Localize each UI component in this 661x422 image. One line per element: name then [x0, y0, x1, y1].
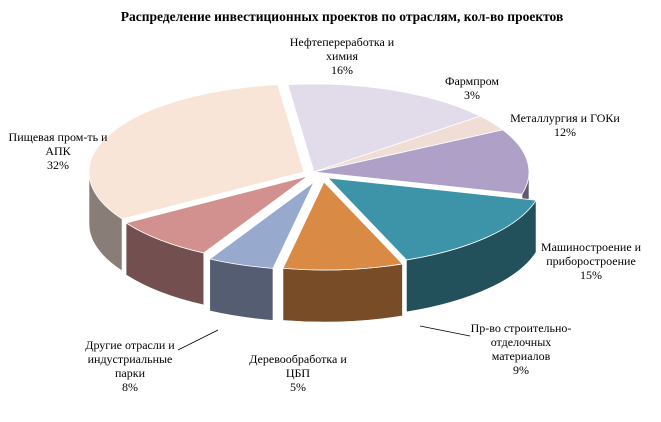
pie-slice-drugie — [125, 175, 309, 254]
pie-slice-neft — [287, 83, 482, 173]
slice-name-farm: Фармпром — [445, 74, 499, 88]
slice-name-mash: Машиностроение и — [541, 240, 642, 254]
slice-value-neft: 16% — [331, 63, 353, 77]
slice-labels: Нефтепереработка и химия 16% Фармпром 3% Мета… — [9, 35, 642, 394]
slice-name-neft: химия — [326, 49, 358, 63]
slice-label-derevo: Деревообработка и ЦБП 5% — [249, 352, 347, 394]
slice-name-stroy: материалов — [492, 349, 551, 363]
slice-name-drugie: Другие отрасли и — [85, 338, 175, 352]
slice-value-metal: 12% — [554, 125, 576, 139]
pie-side-stroy — [282, 263, 403, 323]
slice-label-neft: Нефтепереработка и химия 16% — [290, 35, 395, 77]
pie-side-derevo — [209, 258, 274, 321]
slice-name-stroy: Пр-во строительно- — [471, 321, 572, 335]
slice-label-stroy: Пр-во строительно-отделочных материалов 9% — [471, 321, 572, 377]
slice-name-drugie: индустриальные — [88, 352, 173, 366]
slice-label-mash: Машиностроение и приборостроение 15% — [541, 240, 642, 282]
slice-label-pish: Пищевая пром-ть и АПК 32% — [9, 130, 109, 172]
slice-name-mash: приборостроение — [546, 254, 636, 268]
pie-slice-pish — [88, 84, 305, 220]
slice-name-derevo: Деревообработка и — [249, 352, 347, 366]
slice-name-derevo: ЦБП — [286, 366, 311, 380]
slice-name-neft: Нефтепереработка и — [290, 35, 395, 49]
pie-slice-mash — [326, 177, 537, 261]
slice-value-drugie: 8% — [122, 380, 138, 394]
slice-label-drugie: Другие отрасли и индустриальные парки 8% — [85, 338, 175, 394]
chart-title: Распределение инвестиционных проектов по… — [121, 9, 564, 24]
leader-lines — [177, 325, 471, 351]
slice-label-metal: Металлургия и ГОКи 12% — [510, 111, 620, 139]
slice-value-pish: 32% — [47, 158, 69, 172]
slice-name-stroy: отделочных — [491, 335, 552, 349]
slice-name-metal: Металлургия и ГОКи — [510, 111, 620, 125]
pie-slice-metal — [313, 129, 530, 195]
slice-name-pish: АПК — [45, 144, 71, 158]
slice-value-stroy: 9% — [513, 363, 529, 377]
slice-name-pish: Пищевая пром-ть и — [9, 130, 109, 144]
pie-slice-derevo — [208, 181, 315, 269]
slice-value-derevo: 5% — [290, 380, 306, 394]
leader-line-drugie — [177, 329, 219, 351]
pie-slice-stroy — [282, 181, 404, 271]
slice-value-farm: 3% — [464, 88, 480, 102]
slice-name-drugie: парки — [115, 366, 146, 380]
pie-tops — [88, 83, 537, 271]
slice-label-farm: Фармпром 3% — [445, 74, 499, 102]
pie-sides — [88, 171, 537, 323]
slice-value-mash: 15% — [580, 268, 602, 282]
leader-line-stroy — [419, 325, 471, 337]
